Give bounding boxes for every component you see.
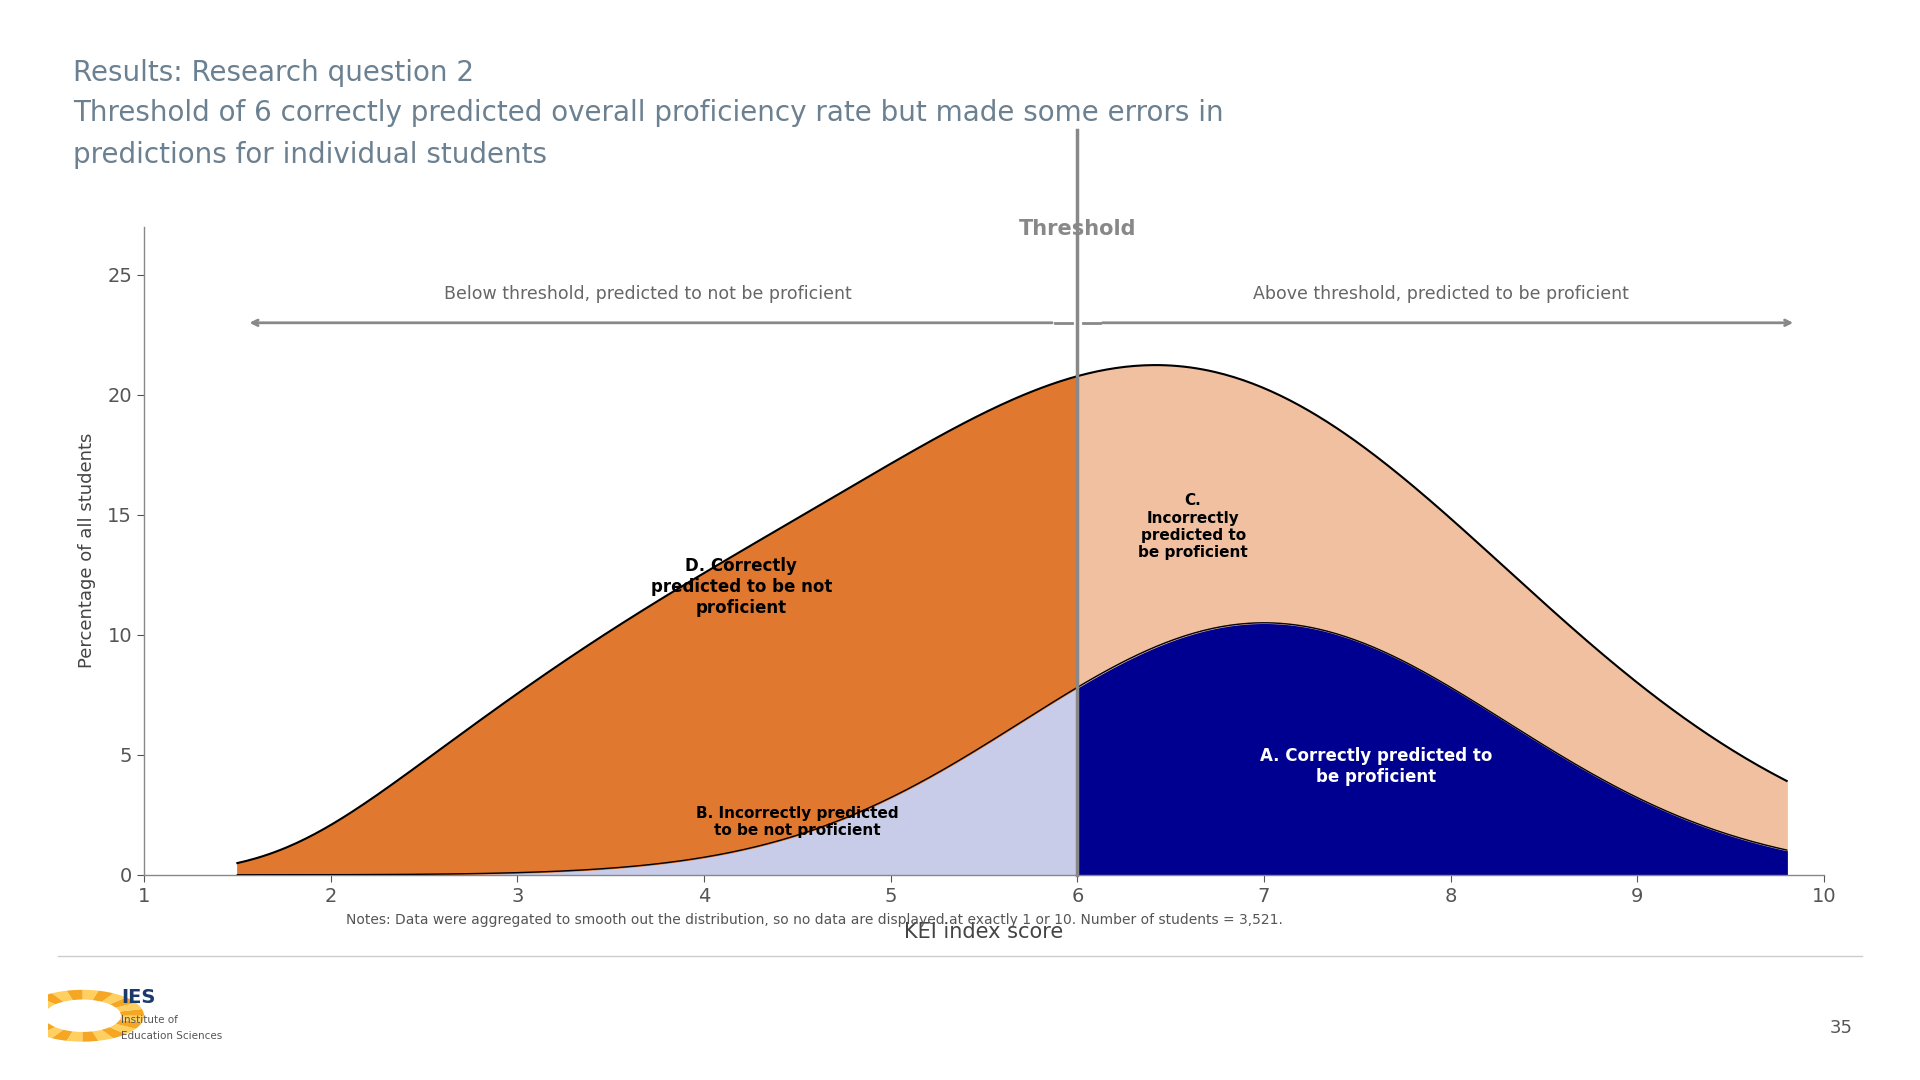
Text: Education Sciences: Education Sciences bbox=[121, 1031, 223, 1041]
Wedge shape bbox=[38, 1015, 83, 1038]
Wedge shape bbox=[83, 990, 113, 1015]
Text: Below threshold, predicted to not be proficient: Below threshold, predicted to not be pro… bbox=[444, 285, 852, 303]
Circle shape bbox=[44, 1000, 121, 1032]
Wedge shape bbox=[83, 1015, 144, 1023]
Text: Threshold: Threshold bbox=[1020, 219, 1137, 239]
Text: Above threshold, predicted to be proficient: Above threshold, predicted to be profici… bbox=[1254, 285, 1630, 303]
Wedge shape bbox=[83, 1015, 98, 1041]
Wedge shape bbox=[52, 1015, 83, 1041]
Wedge shape bbox=[83, 1002, 142, 1015]
Text: Institute of: Institute of bbox=[121, 1015, 179, 1025]
Wedge shape bbox=[83, 1015, 142, 1028]
Wedge shape bbox=[23, 1002, 83, 1015]
Wedge shape bbox=[21, 1009, 83, 1015]
Wedge shape bbox=[83, 989, 98, 1015]
Text: Notes: Data were aggregated to smooth out the distribution, so no data are displ: Notes: Data were aggregated to smooth ou… bbox=[346, 913, 1283, 927]
Text: 35: 35 bbox=[1830, 1018, 1853, 1037]
Wedge shape bbox=[52, 990, 83, 1015]
Wedge shape bbox=[83, 1015, 127, 1038]
Wedge shape bbox=[83, 994, 127, 1015]
Wedge shape bbox=[29, 998, 83, 1015]
Text: D. Correctly
predicted to be not
proficient: D. Correctly predicted to be not profici… bbox=[651, 557, 831, 617]
Text: predictions for individual students: predictions for individual students bbox=[73, 141, 547, 170]
Wedge shape bbox=[83, 1009, 144, 1015]
Wedge shape bbox=[21, 1015, 83, 1023]
Wedge shape bbox=[38, 994, 83, 1015]
Wedge shape bbox=[83, 1015, 113, 1041]
Wedge shape bbox=[23, 1015, 83, 1028]
Wedge shape bbox=[83, 1015, 136, 1034]
Wedge shape bbox=[67, 989, 83, 1015]
Text: IES: IES bbox=[121, 988, 156, 1008]
Wedge shape bbox=[67, 1015, 83, 1041]
Text: A. Correctly predicted to
be proficient: A. Correctly predicted to be proficient bbox=[1260, 747, 1492, 786]
Text: Threshold of 6 correctly predicted overall proficiency rate but made some errors: Threshold of 6 correctly predicted overa… bbox=[73, 99, 1223, 127]
Wedge shape bbox=[29, 1015, 83, 1034]
Text: Results: Research question 2: Results: Research question 2 bbox=[73, 59, 474, 87]
Text: B. Incorrectly predicted
to be not proficient: B. Incorrectly predicted to be not profi… bbox=[697, 806, 899, 838]
Text: C.
Incorrectly
predicted to
be proficient: C. Incorrectly predicted to be proficien… bbox=[1139, 494, 1248, 561]
X-axis label: KEI index score: KEI index score bbox=[904, 922, 1064, 942]
Y-axis label: Percentage of all students: Percentage of all students bbox=[79, 433, 96, 669]
Wedge shape bbox=[83, 998, 136, 1015]
